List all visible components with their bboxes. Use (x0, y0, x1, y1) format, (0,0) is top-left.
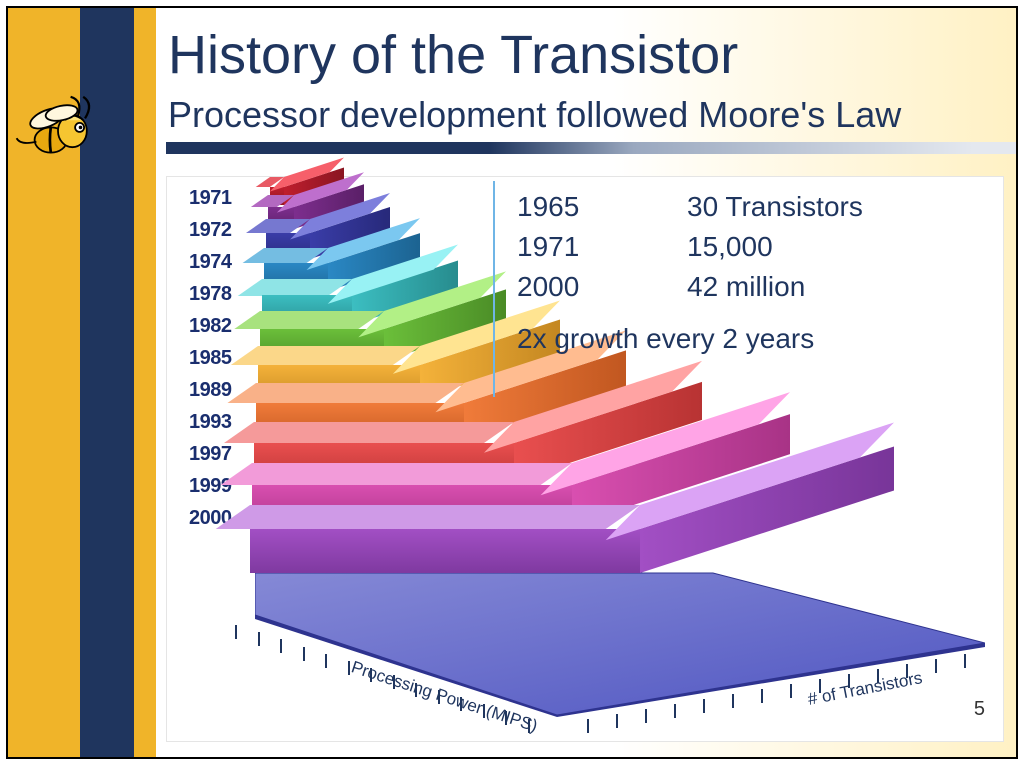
axis-tick (235, 625, 237, 639)
axis-tick (438, 690, 440, 704)
slide-frame: History of the Transistor Processor deve… (6, 6, 1018, 759)
title-underline (166, 142, 1016, 154)
axis-tick (645, 709, 647, 723)
axis-tick (848, 674, 850, 688)
axis-tick (370, 668, 372, 682)
axis-tick (528, 719, 530, 733)
year-label: 1972 (189, 219, 232, 241)
year-label: 1985 (189, 347, 232, 369)
growth-summary: 2x growth every 2 years (517, 323, 957, 355)
moores-law-chart: 1971 1972 1974 1978 1982 1985 1989 1993 1997 1999… (166, 176, 1004, 742)
year-label: 1989 (189, 379, 232, 401)
callout-separator (493, 181, 495, 397)
axis-tick (732, 694, 734, 708)
axis-processing-power: Processing Power (MIPS) (227, 547, 577, 707)
year-label: 1993 (189, 411, 232, 433)
callout-year-0: 1965 (517, 189, 687, 225)
year-label: 1978 (189, 283, 232, 305)
axis-tick (964, 654, 966, 668)
axis-transistors: # of Transistors (587, 547, 997, 707)
axis-tick (280, 639, 282, 653)
axis-tick (790, 684, 792, 698)
callout-val-2: 42 million (687, 269, 957, 305)
axis-tick (258, 632, 260, 646)
axis-tick (674, 704, 676, 718)
axis-tick (761, 689, 763, 703)
axis-tick (505, 711, 507, 725)
callout-year-2: 2000 (517, 269, 687, 305)
axis-left-label: Processing Power (MIPS) (349, 657, 540, 736)
axis-tick (906, 664, 908, 678)
year-label: 1997 (189, 443, 232, 465)
callout-year-1: 1971 (517, 229, 687, 265)
axis-tick (393, 675, 395, 689)
slide-title: History of the Transistor (168, 24, 738, 86)
axis-tick (325, 654, 327, 668)
year-label: 1982 (189, 315, 232, 337)
axis-tick (460, 697, 462, 711)
page-number: 5 (974, 698, 985, 721)
axis-tick (303, 647, 305, 661)
axis-tick (703, 699, 705, 713)
slide-subtitle: Processor development followed Moore's L… (168, 94, 901, 136)
axis-tick (348, 661, 350, 675)
axis-tick (935, 659, 937, 673)
hornet-icon (12, 86, 122, 176)
axis-tick (483, 704, 485, 718)
callout-val-0: 30 Transistors (687, 189, 957, 225)
callout-val-1: 15,000 (687, 229, 957, 265)
year-label: 1971 (189, 187, 232, 209)
axis-tick (819, 679, 821, 693)
axis-tick (877, 669, 879, 683)
year-label: 1999 (189, 475, 232, 497)
year-label: 1974 (189, 251, 232, 273)
axis-tick (616, 714, 618, 728)
axis-tick (587, 719, 589, 733)
year-axis-labels: 1971 1972 1974 1978 1982 1985 1989 1993 1997 1999… (189, 187, 232, 529)
callout-block: 1965 30 Transistors 1971 15,000 2000 42 … (517, 189, 957, 355)
axis-tick (415, 683, 417, 697)
